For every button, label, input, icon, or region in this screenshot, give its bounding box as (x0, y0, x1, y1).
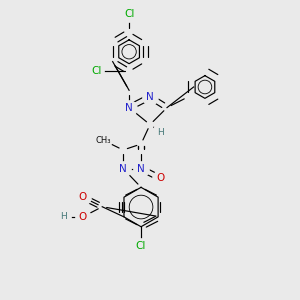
Text: CH₃: CH₃ (96, 136, 112, 145)
Text: H: H (60, 212, 67, 221)
Text: O: O (156, 173, 165, 183)
Text: O: O (79, 192, 87, 202)
Text: H: H (157, 128, 164, 136)
Text: N: N (125, 103, 133, 112)
Text: N: N (137, 164, 145, 173)
Text: N: N (146, 92, 154, 102)
Text: Cl: Cl (124, 9, 134, 19)
Text: N: N (119, 164, 127, 173)
Text: O: O (79, 212, 87, 222)
Text: Cl: Cl (136, 241, 146, 250)
Text: Cl: Cl (91, 67, 101, 76)
